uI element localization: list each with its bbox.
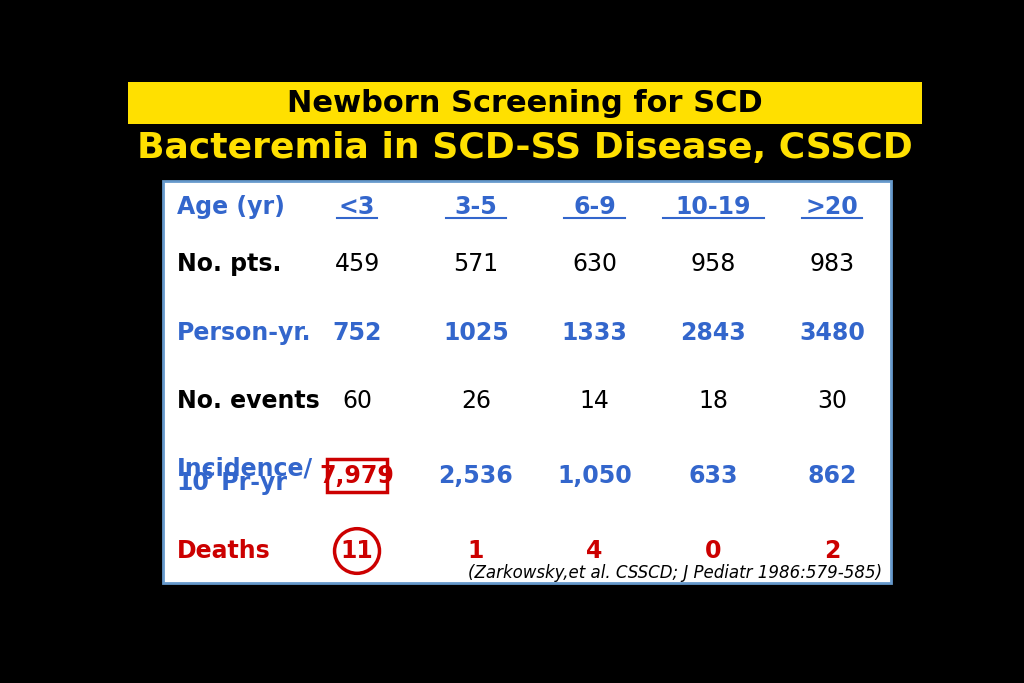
Text: 18: 18	[698, 389, 728, 413]
Text: 3480: 3480	[799, 320, 865, 344]
Text: 571: 571	[454, 252, 499, 276]
Text: Person-yr.: Person-yr.	[177, 320, 311, 344]
Text: No. pts.: No. pts.	[177, 252, 282, 276]
Text: 958: 958	[690, 252, 736, 276]
Text: Deaths: Deaths	[177, 539, 270, 563]
Text: 11: 11	[341, 539, 374, 563]
Text: 633: 633	[688, 464, 738, 488]
Text: 2: 2	[824, 539, 840, 563]
Text: 5: 5	[203, 467, 213, 482]
Text: 30: 30	[817, 389, 847, 413]
Text: Incidence/: Incidence/	[177, 456, 313, 480]
Text: 6-9: 6-9	[573, 195, 615, 219]
Text: Newborn Screening for SCD: Newborn Screening for SCD	[287, 89, 763, 117]
Text: 60: 60	[342, 389, 372, 413]
Text: 2,536: 2,536	[438, 464, 513, 488]
FancyBboxPatch shape	[163, 180, 891, 583]
Text: 630: 630	[572, 252, 617, 276]
Text: 983: 983	[809, 252, 855, 276]
Text: 26: 26	[461, 389, 490, 413]
Text: 862: 862	[807, 464, 857, 488]
Text: <3: <3	[339, 195, 375, 219]
Text: 1,050: 1,050	[557, 464, 632, 488]
Text: 1333: 1333	[561, 320, 628, 344]
Text: 7,979: 7,979	[319, 464, 394, 488]
Text: 1: 1	[468, 539, 484, 563]
Text: 10: 10	[177, 471, 210, 494]
Text: 2843: 2843	[680, 320, 746, 344]
Text: (Zarkowsky,et al. CSSCD; J Pediatr 1986:579-585): (Zarkowsky,et al. CSSCD; J Pediatr 1986:…	[468, 564, 882, 582]
Text: 459: 459	[335, 252, 380, 276]
Text: Bacteremia in SCD-SS Disease, CSSCD: Bacteremia in SCD-SS Disease, CSSCD	[137, 131, 912, 165]
Text: 4: 4	[587, 539, 603, 563]
Text: Age (yr): Age (yr)	[177, 195, 285, 219]
Text: >20: >20	[806, 195, 858, 219]
FancyBboxPatch shape	[128, 82, 922, 124]
Text: 1025: 1025	[443, 320, 509, 344]
Text: 14: 14	[580, 389, 609, 413]
Text: 10-19: 10-19	[676, 195, 751, 219]
Text: 3-5: 3-5	[455, 195, 497, 219]
Text: Pr-yr: Pr-yr	[213, 471, 288, 494]
Text: 752: 752	[333, 320, 382, 344]
Text: 0: 0	[705, 539, 722, 563]
Text: No. events: No. events	[177, 389, 319, 413]
